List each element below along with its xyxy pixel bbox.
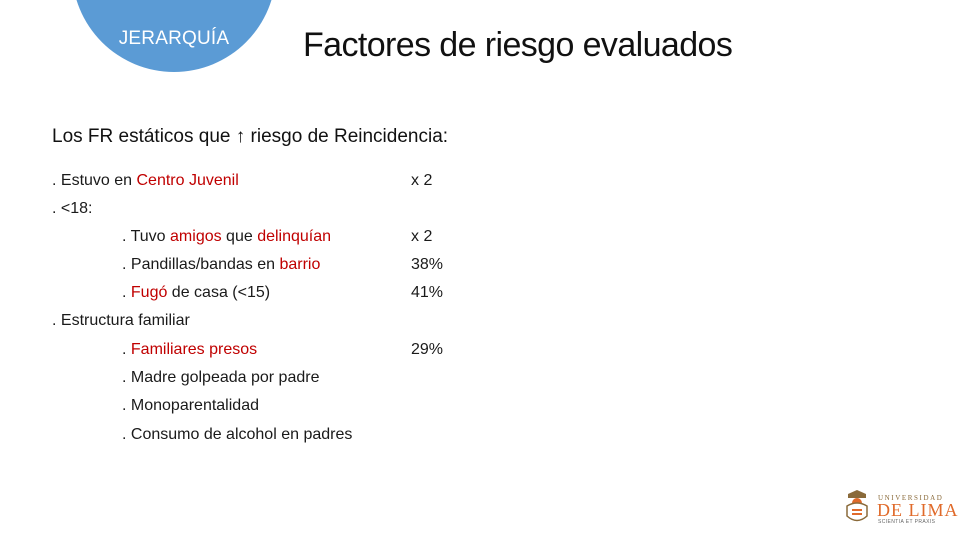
value-familiares-presos: 29%: [411, 341, 444, 358]
item-pandillas: . Pandillas/bandas en barrio: [122, 256, 320, 274]
item-highlight: amigos: [170, 228, 222, 245]
slide-subtitle: Los FR estáticos que ↑ riesgo de Reincid…: [52, 126, 449, 147]
item-amigos: . Tuvo amigos que delinquían: [122, 228, 331, 246]
item-highlight: Fugó: [130, 284, 168, 301]
item-text: de casa (<15): [167, 284, 271, 301]
value-fugo: 41%: [411, 284, 444, 301]
item-highlight: delinquían: [257, 228, 332, 245]
university-crest-icon: [846, 490, 868, 522]
item-menor-18: . <18:: [52, 200, 93, 217]
item-centro-juvenil: . Estuvo en Centro Juvenil: [52, 172, 239, 190]
item-text: que: [221, 228, 258, 245]
logo-motto-text: SCIENTIA ET PRAXIS: [878, 519, 936, 525]
item-highlight: Centro Juvenil: [136, 172, 239, 189]
item-text: .: [122, 341, 131, 358]
slide-title: Factores de riesgo evaluados: [303, 26, 733, 64]
value-centro-juvenil: x 2: [411, 172, 433, 189]
logo-university-text: UNIVERSIDAD: [878, 494, 944, 502]
value-amigos: x 2: [411, 228, 433, 245]
item-familiares-presos: . Familiares presos: [122, 341, 257, 359]
item-consumo-alcohol: . Consumo de alcohol en padres: [122, 426, 353, 443]
value-pandillas: 38%: [411, 256, 444, 273]
item-text: . Tuvo: [122, 228, 171, 245]
item-text: . Pandillas/bandas en: [122, 256, 280, 273]
item-monoparentalidad: . Monoparentalidad: [122, 397, 259, 414]
item-text: .: [122, 284, 131, 301]
item-text: . Estuvo en: [52, 172, 137, 189]
logo-lima-text: DE LIMA: [877, 500, 959, 520]
item-highlight: Familiares presos: [130, 341, 258, 358]
header-badge-label: JERARQUÍA: [118, 28, 230, 49]
item-madre-golpeada: . Madre golpeada por padre: [122, 369, 320, 386]
item-highlight: barrio: [279, 256, 321, 273]
item-fugo: . Fugó de casa (<15): [122, 284, 270, 302]
item-estructura-familiar: . Estructura familiar: [52, 312, 190, 329]
